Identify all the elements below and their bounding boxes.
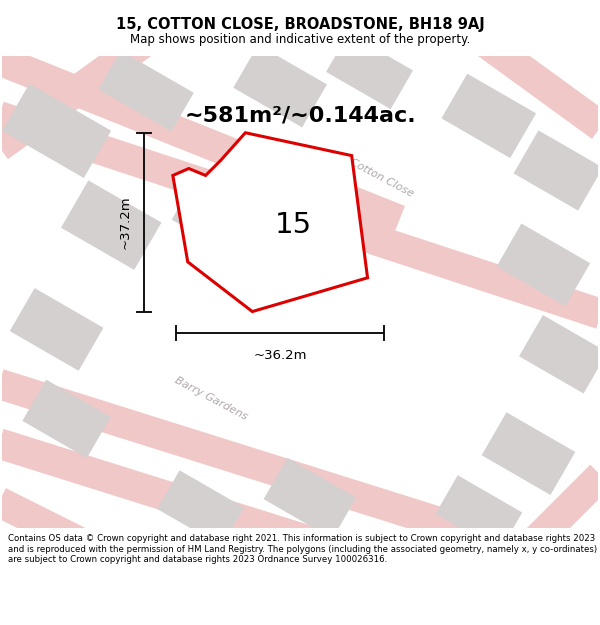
Text: Contains OS data © Crown copyright and database right 2021. This information is : Contains OS data © Crown copyright and d… xyxy=(8,534,597,564)
Polygon shape xyxy=(436,475,522,551)
Polygon shape xyxy=(482,412,575,495)
Polygon shape xyxy=(2,84,111,178)
Text: ~37.2m: ~37.2m xyxy=(119,196,132,249)
Polygon shape xyxy=(173,132,368,311)
Polygon shape xyxy=(157,470,244,546)
Text: Cotton Close: Cotton Close xyxy=(348,158,415,199)
Polygon shape xyxy=(519,315,600,394)
Polygon shape xyxy=(514,131,600,211)
Polygon shape xyxy=(497,224,590,306)
Text: ~581m²/~0.144ac.: ~581m²/~0.144ac. xyxy=(184,106,416,126)
Text: Barry Gardens: Barry Gardens xyxy=(173,376,248,423)
Polygon shape xyxy=(442,74,536,158)
Text: Map shows position and indicative extent of the property.: Map shows position and indicative extent… xyxy=(130,33,470,46)
Polygon shape xyxy=(172,175,259,256)
Polygon shape xyxy=(326,33,413,109)
Polygon shape xyxy=(233,44,327,128)
Text: ~36.2m: ~36.2m xyxy=(253,349,307,362)
Polygon shape xyxy=(98,51,194,131)
Polygon shape xyxy=(22,379,111,458)
Text: 15: 15 xyxy=(274,211,311,239)
Polygon shape xyxy=(10,288,103,371)
Polygon shape xyxy=(61,181,161,270)
Text: 15, COTTON CLOSE, BROADSTONE, BH18 9AJ: 15, COTTON CLOSE, BROADSTONE, BH18 9AJ xyxy=(116,18,484,32)
Polygon shape xyxy=(263,458,356,539)
